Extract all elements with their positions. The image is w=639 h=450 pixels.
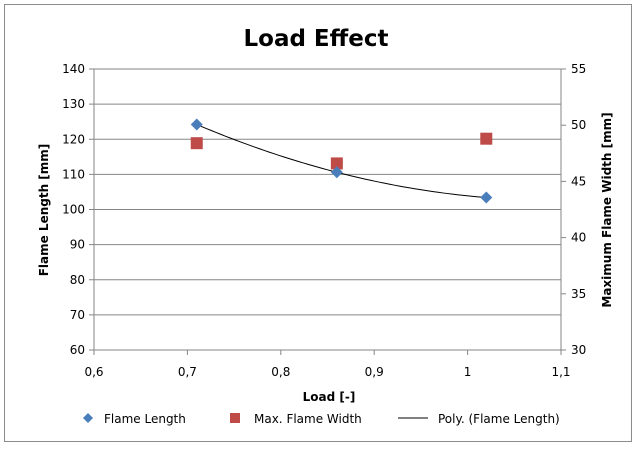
- point-flame-length-0: [190, 118, 203, 131]
- x-tick-label-0: 0,6: [84, 365, 103, 379]
- point-flame-length-1: [330, 166, 343, 179]
- y-tick-label-8: 140: [62, 62, 85, 76]
- y-axis-title: Flame Length [mm]: [37, 144, 51, 277]
- chart-frame: [4, 4, 632, 442]
- y-axis-ticks: 60 70 80 90 100 110 120 130 140: [62, 62, 94, 357]
- y-tick-label-0: 60: [70, 343, 85, 357]
- y2-axis-ticks: 30 35 40 45 50 55: [561, 62, 586, 357]
- legend: Flame Length Max. Flame Width Poly. (Fla…: [83, 412, 560, 426]
- point-max-flame-width-1: [330, 157, 343, 170]
- point-flame-length-2: [480, 191, 493, 204]
- y2-tick-label-2: 40: [571, 231, 586, 245]
- series-layer: [190, 118, 493, 204]
- legend-marker-square: [230, 413, 240, 423]
- y-tick-label-2: 80: [70, 273, 85, 287]
- y-tick-label-3: 90: [70, 238, 85, 252]
- y2-tick-label-4: 50: [571, 118, 586, 132]
- legend-marker-diamond: [83, 413, 93, 423]
- x-axis-ticks: 0,6 0,7 0,8 0,9 1 1,1: [84, 350, 571, 379]
- y-tick-label-5: 110: [62, 167, 85, 181]
- legend-item-max-flame-width: Max. Flame Width: [230, 412, 362, 426]
- y2-tick-label-3: 45: [571, 174, 586, 188]
- y2-tick-label-0: 30: [571, 343, 586, 357]
- chart-title: Load Effect: [243, 26, 388, 52]
- x-tick-label-3: 0,9: [365, 365, 384, 379]
- legend-label-flame-length: Flame Length: [104, 412, 186, 426]
- y2-axis-title: Maximum Flame Width [mm]: [600, 112, 614, 307]
- point-max-flame-width-2: [480, 132, 493, 145]
- y-tick-label-4: 100: [62, 203, 85, 217]
- x-tick-label-5: 1,1: [551, 365, 570, 379]
- point-max-flame-width-0: [190, 137, 203, 150]
- legend-item-poly-fit: Poly. (Flame Length): [398, 412, 560, 426]
- x-tick-label-2: 0,8: [271, 365, 290, 379]
- x-axis-title: Load [-]: [303, 390, 356, 404]
- x-tick-label-1: 0,7: [178, 365, 197, 379]
- gridlines: [94, 68, 561, 351]
- x-tick-label-4: 1: [464, 365, 472, 379]
- y-tick-label-7: 130: [62, 97, 85, 111]
- legend-label-max-flame-width: Max. Flame Width: [254, 412, 362, 426]
- y-tick-label-1: 70: [70, 308, 85, 322]
- legend-item-flame-length: Flame Length: [83, 412, 186, 426]
- legend-label-poly-fit: Poly. (Flame Length): [438, 412, 560, 426]
- y-tick-label-6: 120: [62, 132, 85, 146]
- y2-tick-label-5: 55: [571, 62, 586, 76]
- y2-tick-label-1: 35: [571, 287, 586, 301]
